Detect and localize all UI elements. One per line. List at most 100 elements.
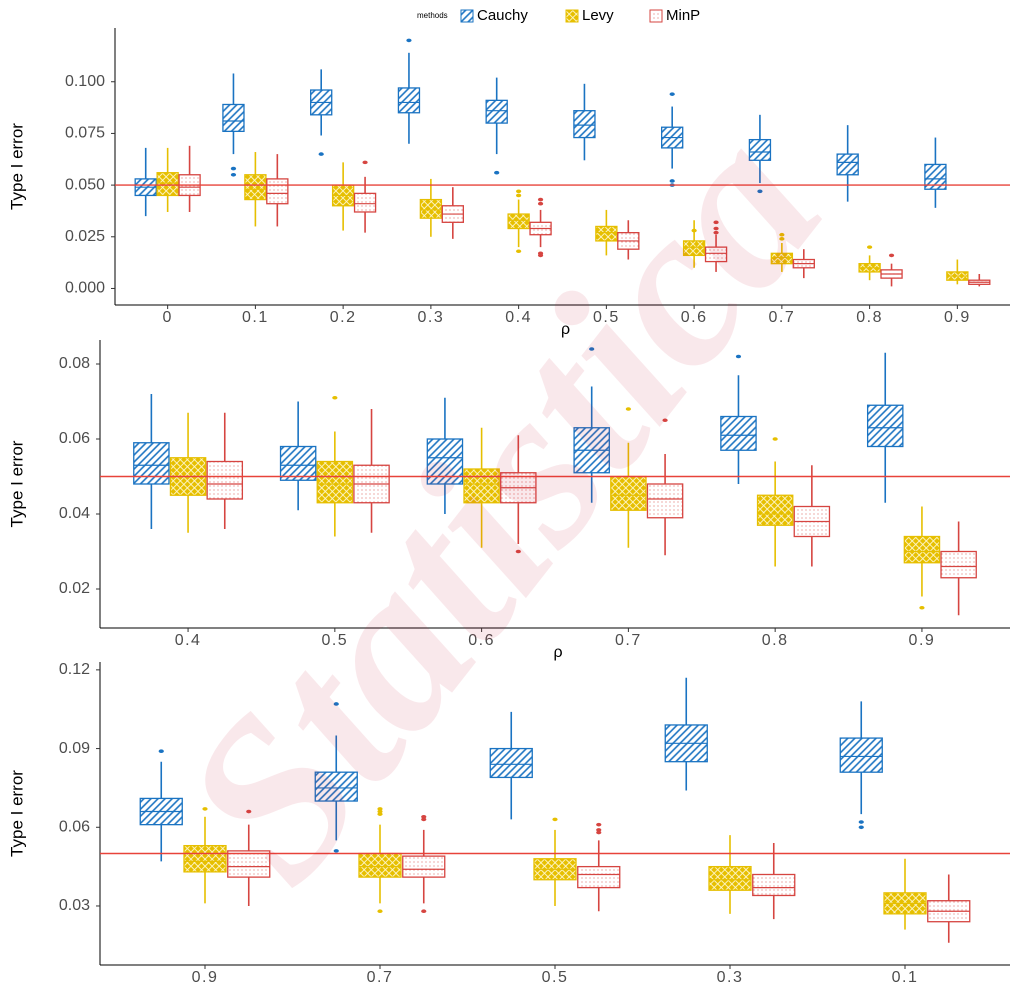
- x-tick-label: 0.8: [762, 632, 789, 649]
- x-tick-label: 0.9: [192, 969, 219, 982]
- box: [426, 438, 464, 485]
- y-axis-title: Type I error: [7, 123, 26, 210]
- legend-title: methods: [417, 11, 448, 20]
- outlier: [858, 820, 864, 824]
- y-tick-label: 0.09: [59, 740, 90, 757]
- outlier: [333, 849, 339, 853]
- box: [397, 87, 421, 114]
- box: [227, 850, 271, 878]
- outlier: [333, 702, 339, 706]
- outlier: [713, 230, 719, 235]
- outlier: [596, 830, 602, 835]
- outlier: [596, 828, 602, 832]
- outlier: [516, 193, 522, 198]
- box: [489, 747, 533, 779]
- outlier: [377, 812, 383, 816]
- box: [836, 153, 859, 176]
- outlier: [494, 170, 500, 175]
- outlier: [202, 807, 208, 811]
- outlier: [515, 549, 521, 554]
- box: [682, 240, 706, 257]
- outlier: [362, 160, 368, 165]
- x-tick-label: 0.4: [175, 632, 202, 649]
- box: [266, 178, 289, 205]
- x-axis-title: ρ: [553, 644, 562, 661]
- legend-key: [460, 9, 474, 23]
- box: [704, 246, 728, 263]
- outlier: [421, 814, 427, 819]
- outlier: [516, 189, 522, 194]
- outlier: [757, 189, 763, 194]
- box: [183, 844, 227, 873]
- y-tick-label: 0.075: [65, 125, 105, 142]
- outlier: [669, 179, 675, 183]
- box: [610, 475, 647, 511]
- box: [839, 737, 883, 773]
- box: [708, 865, 752, 891]
- outlier: [919, 605, 925, 610]
- outlier: [230, 172, 237, 177]
- box: [419, 198, 443, 219]
- outlier: [552, 817, 558, 822]
- box: [463, 468, 500, 504]
- outlier: [537, 201, 544, 206]
- box: [206, 460, 244, 500]
- box: [244, 174, 267, 201]
- legend-label: MinP: [666, 7, 700, 24]
- outlier: [779, 232, 785, 237]
- outlier: [377, 807, 383, 811]
- x-tick-label: 0.5: [593, 309, 620, 326]
- y-tick-label: 0.06: [59, 818, 90, 835]
- x-tick-label: 0.2: [330, 309, 357, 326]
- outlier: [246, 809, 252, 814]
- outlier: [713, 226, 719, 231]
- outlier: [589, 347, 595, 351]
- outlier: [377, 909, 383, 914]
- outlier: [669, 92, 675, 96]
- box: [156, 172, 179, 197]
- outlier: [516, 249, 522, 254]
- box: [752, 873, 796, 897]
- outlier: [318, 152, 324, 156]
- box: [573, 110, 596, 139]
- outlier: [625, 407, 631, 411]
- x-tick-label: 0.6: [681, 309, 708, 326]
- outlier: [691, 228, 697, 233]
- box: [748, 138, 772, 161]
- x-tick-label: 0.4: [505, 309, 532, 326]
- y-tick-label: 0.12: [59, 661, 90, 678]
- outlier: [596, 822, 602, 827]
- outlier: [537, 197, 544, 202]
- outlier: [772, 437, 778, 441]
- outlier: [230, 166, 237, 171]
- outlier: [713, 220, 719, 225]
- box: [353, 192, 377, 213]
- outlier: [537, 253, 544, 258]
- box: [595, 225, 618, 242]
- x-tick-label: 0.5: [321, 632, 348, 649]
- box: [646, 483, 684, 519]
- y-tick-label: 0.100: [65, 73, 105, 90]
- box: [903, 535, 941, 564]
- x-tick-label: 0.6: [468, 632, 495, 649]
- x-tick-label: 0: [162, 309, 172, 326]
- legend-label: Levy: [582, 7, 614, 24]
- y-axis-title: Type I error: [7, 770, 26, 857]
- y-tick-label: 0.050: [65, 176, 105, 193]
- box: [720, 415, 757, 451]
- box: [316, 460, 354, 504]
- outlier: [735, 354, 742, 359]
- y-tick-label: 0.06: [59, 430, 90, 447]
- legend-label: Cauchy: [477, 7, 528, 24]
- x-tick-label: 0.3: [717, 969, 744, 982]
- outlier: [858, 825, 864, 830]
- outlier: [421, 909, 427, 914]
- y-axis-title: Type I error: [7, 440, 26, 527]
- x-tick-label: 0.8: [856, 309, 883, 326]
- outlier: [779, 237, 785, 241]
- x-tick-label: 0.9: [909, 632, 936, 649]
- x-tick-label: 0.9: [944, 309, 971, 326]
- box: [924, 163, 947, 190]
